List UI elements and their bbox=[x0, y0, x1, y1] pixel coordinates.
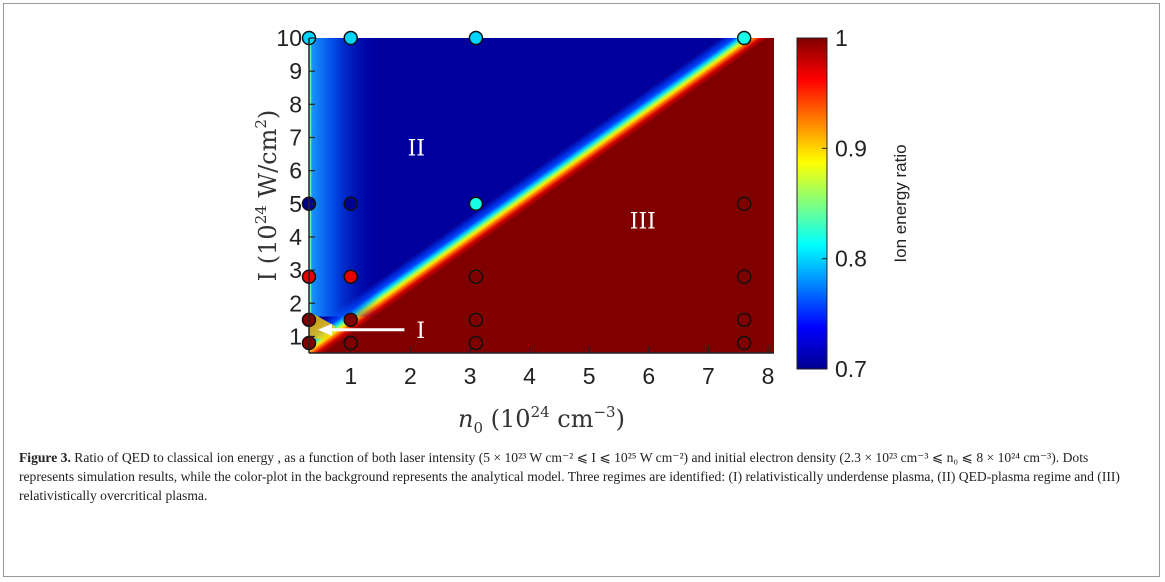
figure-frame bbox=[3, 3, 1160, 577]
sim-point-7 bbox=[468, 196, 484, 212]
figure-caption: Figure 3. Ratio of QED to classical ion … bbox=[19, 448, 1144, 505]
x-axis-label: n0 (1024 cm−3) bbox=[458, 403, 625, 437]
regime-label-2: II bbox=[408, 136, 425, 161]
regime-I-arrow bbox=[317, 323, 405, 336]
x-tick-label-6: 6 bbox=[642, 363, 655, 389]
y-tick-label-8: 8 bbox=[289, 91, 302, 117]
sim-point-15 bbox=[468, 312, 484, 328]
x-tick-label-8: 8 bbox=[762, 363, 775, 389]
sim-point-14 bbox=[343, 312, 358, 328]
colorbar-tick-label-0.8: 0.8 bbox=[835, 246, 867, 272]
y-tick-label-5: 5 bbox=[289, 191, 302, 217]
y-tick-label-3: 3 bbox=[289, 257, 302, 283]
caption-text: Ratio of QED to classical ion energy , a… bbox=[19, 450, 1120, 503]
x-tick-label-5: 5 bbox=[583, 363, 596, 389]
sim-point-2 bbox=[343, 30, 358, 46]
colorbar-ticks: 0.7 0.8 0.9 1 bbox=[822, 25, 867, 382]
colorbar-tick-label-0.7: 0.7 bbox=[835, 356, 867, 382]
sim-point-16 bbox=[736, 312, 752, 328]
sim-point-20 bbox=[736, 335, 752, 351]
heatmap-qed-region bbox=[309, 38, 720, 330]
sim-point-12 bbox=[736, 269, 752, 284]
sim-point-6 bbox=[343, 196, 358, 212]
caption-label: Figure 3. bbox=[19, 450, 71, 465]
colorbar-tick-label-0.9: 0.9 bbox=[835, 135, 867, 161]
sim-point-8 bbox=[736, 196, 752, 212]
y-tick-label-10: 10 bbox=[276, 25, 302, 51]
regime-label-3: III bbox=[630, 209, 656, 234]
heatmap-area bbox=[309, 38, 774, 353]
sim-point-11 bbox=[468, 269, 484, 284]
sim-point-3 bbox=[468, 30, 484, 46]
sim-point-4 bbox=[736, 30, 752, 46]
heatmap-transition-band bbox=[309, 38, 769, 353]
y-tick-label-2: 2 bbox=[289, 290, 302, 316]
x-tick-label-7: 7 bbox=[702, 363, 715, 389]
colorbar-label: Ion energy ratio bbox=[891, 144, 910, 262]
heatmap-left-edge bbox=[309, 38, 379, 317]
colorbar-tick-label-1: 1 bbox=[835, 25, 848, 51]
arrow-head bbox=[317, 323, 332, 336]
x-tick-label-2: 2 bbox=[404, 363, 417, 389]
x-tick-label-4: 4 bbox=[523, 363, 536, 389]
y-tick-label-9: 9 bbox=[289, 58, 302, 84]
y-tick-label-4: 4 bbox=[289, 224, 302, 250]
y-tick-label-7: 7 bbox=[289, 124, 302, 150]
regime-label-1: I bbox=[416, 319, 425, 344]
axes: 1 2 3 4 5 6 7 8 1 2 3 4 5 6 7 8 9 10 bbox=[276, 25, 774, 389]
sim-point-19 bbox=[468, 335, 484, 351]
x-tick-label-1: 1 bbox=[344, 363, 357, 389]
colorbar: 0.7 0.8 0.9 1 Ion energy ratio bbox=[796, 25, 910, 382]
y-tick-label-1: 1 bbox=[289, 323, 302, 349]
colorbar-gradient bbox=[796, 37, 828, 370]
x-tick-label-3: 3 bbox=[464, 363, 477, 389]
y-axis-label: I (1024 W/cm2) bbox=[252, 110, 282, 282]
sim-point-10 bbox=[343, 269, 358, 284]
y-tick-label-6: 6 bbox=[289, 158, 302, 184]
